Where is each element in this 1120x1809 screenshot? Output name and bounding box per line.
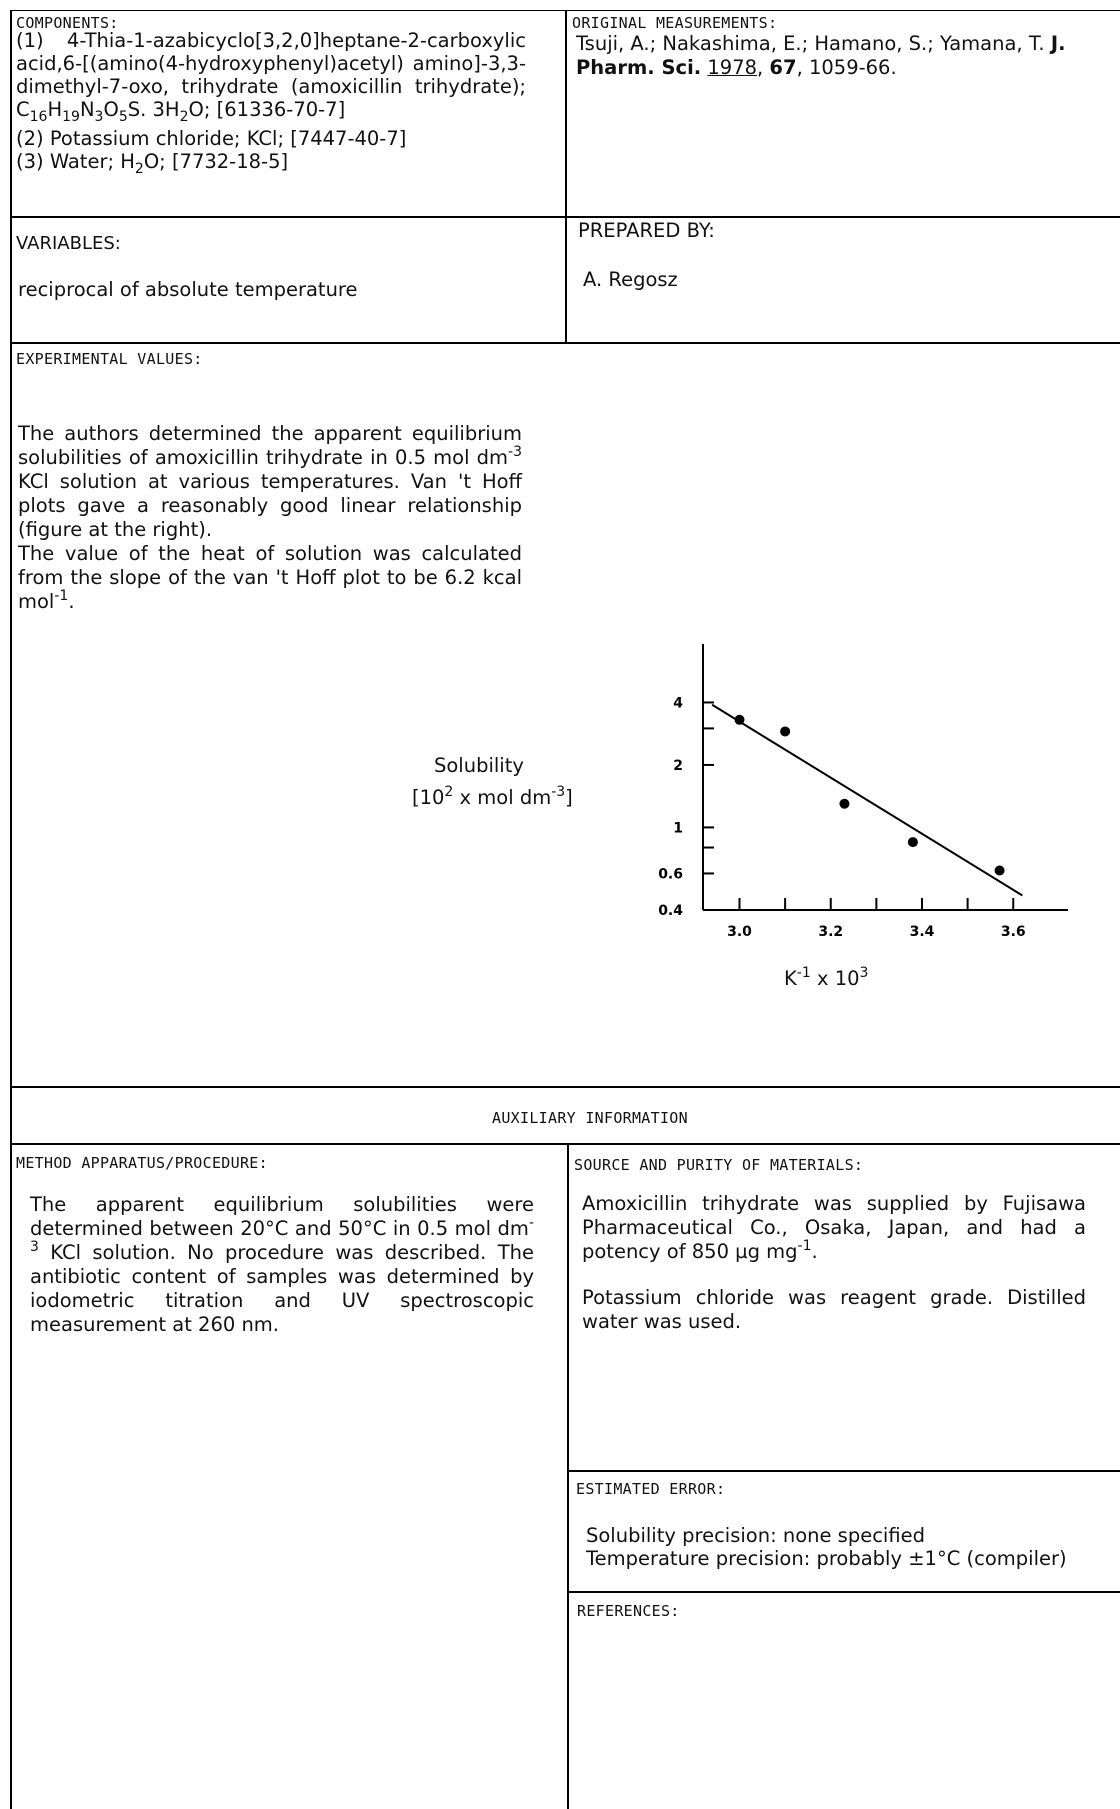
variables-heading: VARIABLES:: [16, 233, 121, 254]
variables-text: reciprocal of absolute temperature: [18, 278, 358, 301]
chart-ylabel-line2: [102 x mol dm-3]: [412, 784, 573, 809]
component-3: (3) Water; H2O; [7732-18-5]: [16, 150, 289, 177]
source-text: Amoxicillin trihydrate was supplied by F…: [582, 1192, 1086, 1334]
source-heading: SOURCE AND PURITY OF MATERIALS:: [574, 1156, 864, 1174]
divider: [10, 1086, 1120, 1088]
source-paragraph-2: Potassium chloride was reagent grade. Di…: [582, 1286, 1086, 1333]
divider: [10, 1143, 1120, 1145]
experimental-paragraph-2: The value of the heat of solution was ca…: [18, 542, 522, 613]
component-1: (1) 4-Thia-1-azabicyclo[3,2,0]heptane-2-…: [16, 29, 526, 125]
references-heading: REFERENCES:: [577, 1602, 680, 1620]
x-tick-label: 3.0: [727, 924, 752, 940]
x-tick-label: 3.4: [910, 924, 935, 940]
van-t-hoff-plot: 4 2 1 0.6 0.4 3.0 3.2 3.4 3.6: [658, 644, 1068, 940]
estimated-error-text: Solubility precision: none specified Tem…: [586, 1524, 1116, 1570]
original-measurements-heading: ORIGINAL MEASUREMENTS:: [572, 14, 778, 32]
components-heading: COMPONENTS:: [16, 14, 119, 32]
divider: [10, 10, 12, 1809]
auxiliary-heading: AUXILIARY INFORMATION: [492, 1109, 688, 1127]
y-tick-label: 4: [673, 695, 683, 711]
divider: [10, 216, 1120, 218]
method-heading: METHOD APPARATUS/PROCEDURE:: [16, 1154, 268, 1172]
data-point: [994, 865, 1005, 876]
prepared-by-heading: PREPARED BY:: [578, 219, 715, 242]
component-1-formula: C16H19N3O5S. 3H2O; [61336-70-7]: [16, 98, 346, 125]
component-2: (2) Potassium chloride; KCl; [7447-40-7]: [16, 127, 407, 150]
method-text: The apparent equilibrium solubilities we…: [30, 1193, 534, 1336]
chart-xlabel: K-1 x 103: [784, 965, 869, 990]
x-tick-label: 3.6: [1001, 924, 1026, 940]
divider: [10, 342, 1120, 344]
source-paragraph-1: Amoxicillin trihydrate was supplied by F…: [582, 1192, 1086, 1263]
divider: [567, 1591, 1120, 1593]
data-point: [734, 714, 745, 725]
estimated-error-line-2: Temperature precision: probably ±1°C (co…: [586, 1547, 1067, 1570]
experimental-paragraph-1: The authors determined the apparent equi…: [18, 422, 522, 541]
divider: [567, 1143, 569, 1809]
divider: [565, 10, 567, 342]
data-point: [907, 837, 918, 848]
y-tick-label: 0.6: [658, 866, 683, 882]
data-point: [780, 726, 791, 737]
chart-ylabel: Solubility [102 x mol dm-3]: [412, 750, 573, 814]
original-measurements-citation: Tsuji, A.; Nakashima, E.; Hamano, S.; Ya…: [576, 32, 1066, 79]
y-tick-label: 0.4: [658, 903, 683, 919]
experimental-heading: EXPERIMENTAL VALUES:: [16, 350, 203, 368]
y-tick-label: 1: [673, 820, 683, 836]
experimental-text: The authors determined the apparent equi…: [18, 422, 522, 614]
y-tick-label: 2: [673, 758, 683, 774]
components-list: (1) 4-Thia-1-azabicyclo[3,2,0]heptane-2-…: [16, 29, 526, 177]
fit-line: [711, 703, 1023, 897]
x-tick-label: 3.2: [818, 924, 843, 940]
chart-ylabel-line1: Solubility: [434, 754, 524, 777]
prepared-by-name: A. Regosz: [583, 268, 678, 291]
divider: [567, 1470, 1120, 1472]
data-point: [839, 798, 850, 809]
estimated-error-line-1: Solubility precision: none specified: [586, 1524, 926, 1547]
estimated-error-heading: ESTIMATED ERROR:: [576, 1480, 726, 1498]
